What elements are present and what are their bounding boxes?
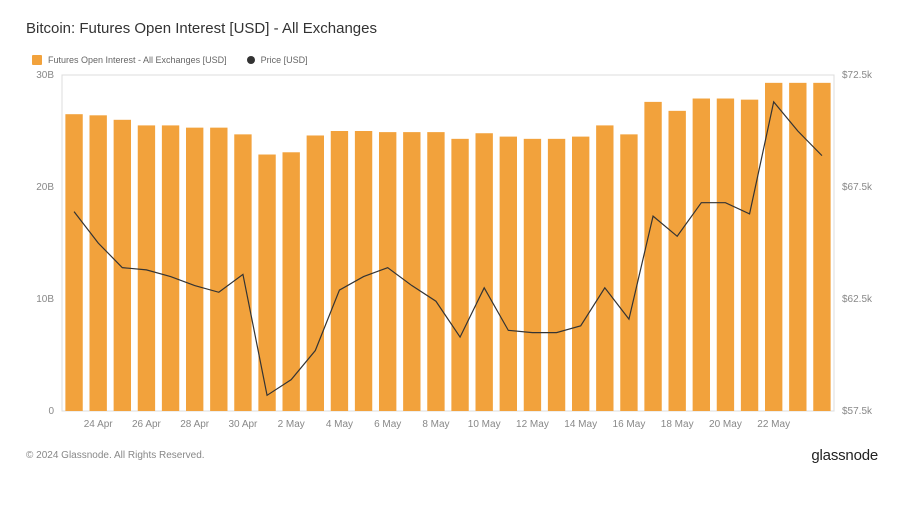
chart-area: 0 10B 20B 30B $57.5k $62.5k $67.5k $72.5k 24 Apr…: [26, 67, 878, 437]
bar: [451, 139, 468, 411]
bar: [90, 115, 107, 411]
svg-text:10B: 10B: [36, 294, 54, 305]
bar: [789, 83, 806, 411]
bar: [331, 131, 348, 411]
svg-text:$62.5k: $62.5k: [842, 294, 873, 305]
bar: [644, 102, 661, 411]
chart-svg: 0 10B 20B 30B $57.5k $62.5k $67.5k $72.5k 24 Apr…: [26, 67, 878, 437]
legend-item-line: Price [USD]: [247, 55, 308, 65]
bar: [114, 120, 131, 411]
legend-swatch-line: [247, 56, 255, 64]
x-tick-label: 24 Apr: [84, 419, 114, 430]
x-tick-label: 14 May: [564, 419, 597, 430]
svg-text:$67.5k: $67.5k: [842, 182, 873, 193]
x-tick-label: 30 Apr: [228, 419, 258, 430]
bar: [210, 128, 227, 411]
bar: [717, 99, 734, 411]
bar: [476, 133, 493, 411]
bar: [258, 155, 275, 411]
bar: [669, 111, 686, 411]
bar: [162, 125, 179, 411]
svg-text:30B: 30B: [36, 70, 54, 81]
x-tick-label: 28 Apr: [180, 419, 210, 430]
svg-text:20B: 20B: [36, 182, 54, 193]
x-tick-label: 12 May: [516, 419, 549, 430]
bar: [741, 100, 758, 411]
x-tick-label: 26 Apr: [132, 419, 162, 430]
copyright: © 2024 Glassnode. All Rights Reserved.: [26, 450, 205, 461]
bar: [572, 137, 589, 411]
bar: [307, 135, 324, 411]
legend-label-bars: Futures Open Interest - All Exchanges [U…: [48, 55, 227, 65]
legend: Futures Open Interest - All Exchanges [U…: [32, 55, 878, 65]
x-tick-label: 4 May: [326, 419, 353, 430]
x-tick-label: 20 May: [709, 419, 742, 430]
legend-item-bars: Futures Open Interest - All Exchanges [U…: [32, 55, 227, 65]
bar: [186, 128, 203, 411]
bar: [500, 137, 517, 411]
bar: [355, 131, 372, 411]
bar: [548, 139, 565, 411]
legend-label-line: Price [USD]: [261, 55, 308, 65]
bar: [138, 125, 155, 411]
x-tick-label: 16 May: [613, 419, 646, 430]
bar: [693, 99, 710, 411]
svg-text:0: 0: [48, 406, 54, 417]
bar: [524, 139, 541, 411]
bar: [620, 134, 637, 411]
bar: [427, 132, 444, 411]
bar: [596, 125, 613, 411]
svg-text:$72.5k: $72.5k: [842, 70, 873, 81]
x-tick-label: 8 May: [422, 419, 449, 430]
svg-text:$57.5k: $57.5k: [842, 406, 873, 417]
bar: [234, 134, 251, 411]
x-tick-label: 6 May: [374, 419, 401, 430]
x-tick-label: 2 May: [278, 419, 305, 430]
bar: [403, 132, 420, 411]
bar: [65, 114, 82, 411]
x-tick-label: 10 May: [468, 419, 501, 430]
legend-swatch-bars: [32, 55, 42, 65]
chart-title: Bitcoin: Futures Open Interest [USD] - A…: [26, 20, 878, 37]
bar: [813, 83, 830, 411]
brand-logo: glassnode: [811, 447, 878, 464]
x-tick-label: 22 May: [757, 419, 790, 430]
x-tick-label: 18 May: [661, 419, 694, 430]
